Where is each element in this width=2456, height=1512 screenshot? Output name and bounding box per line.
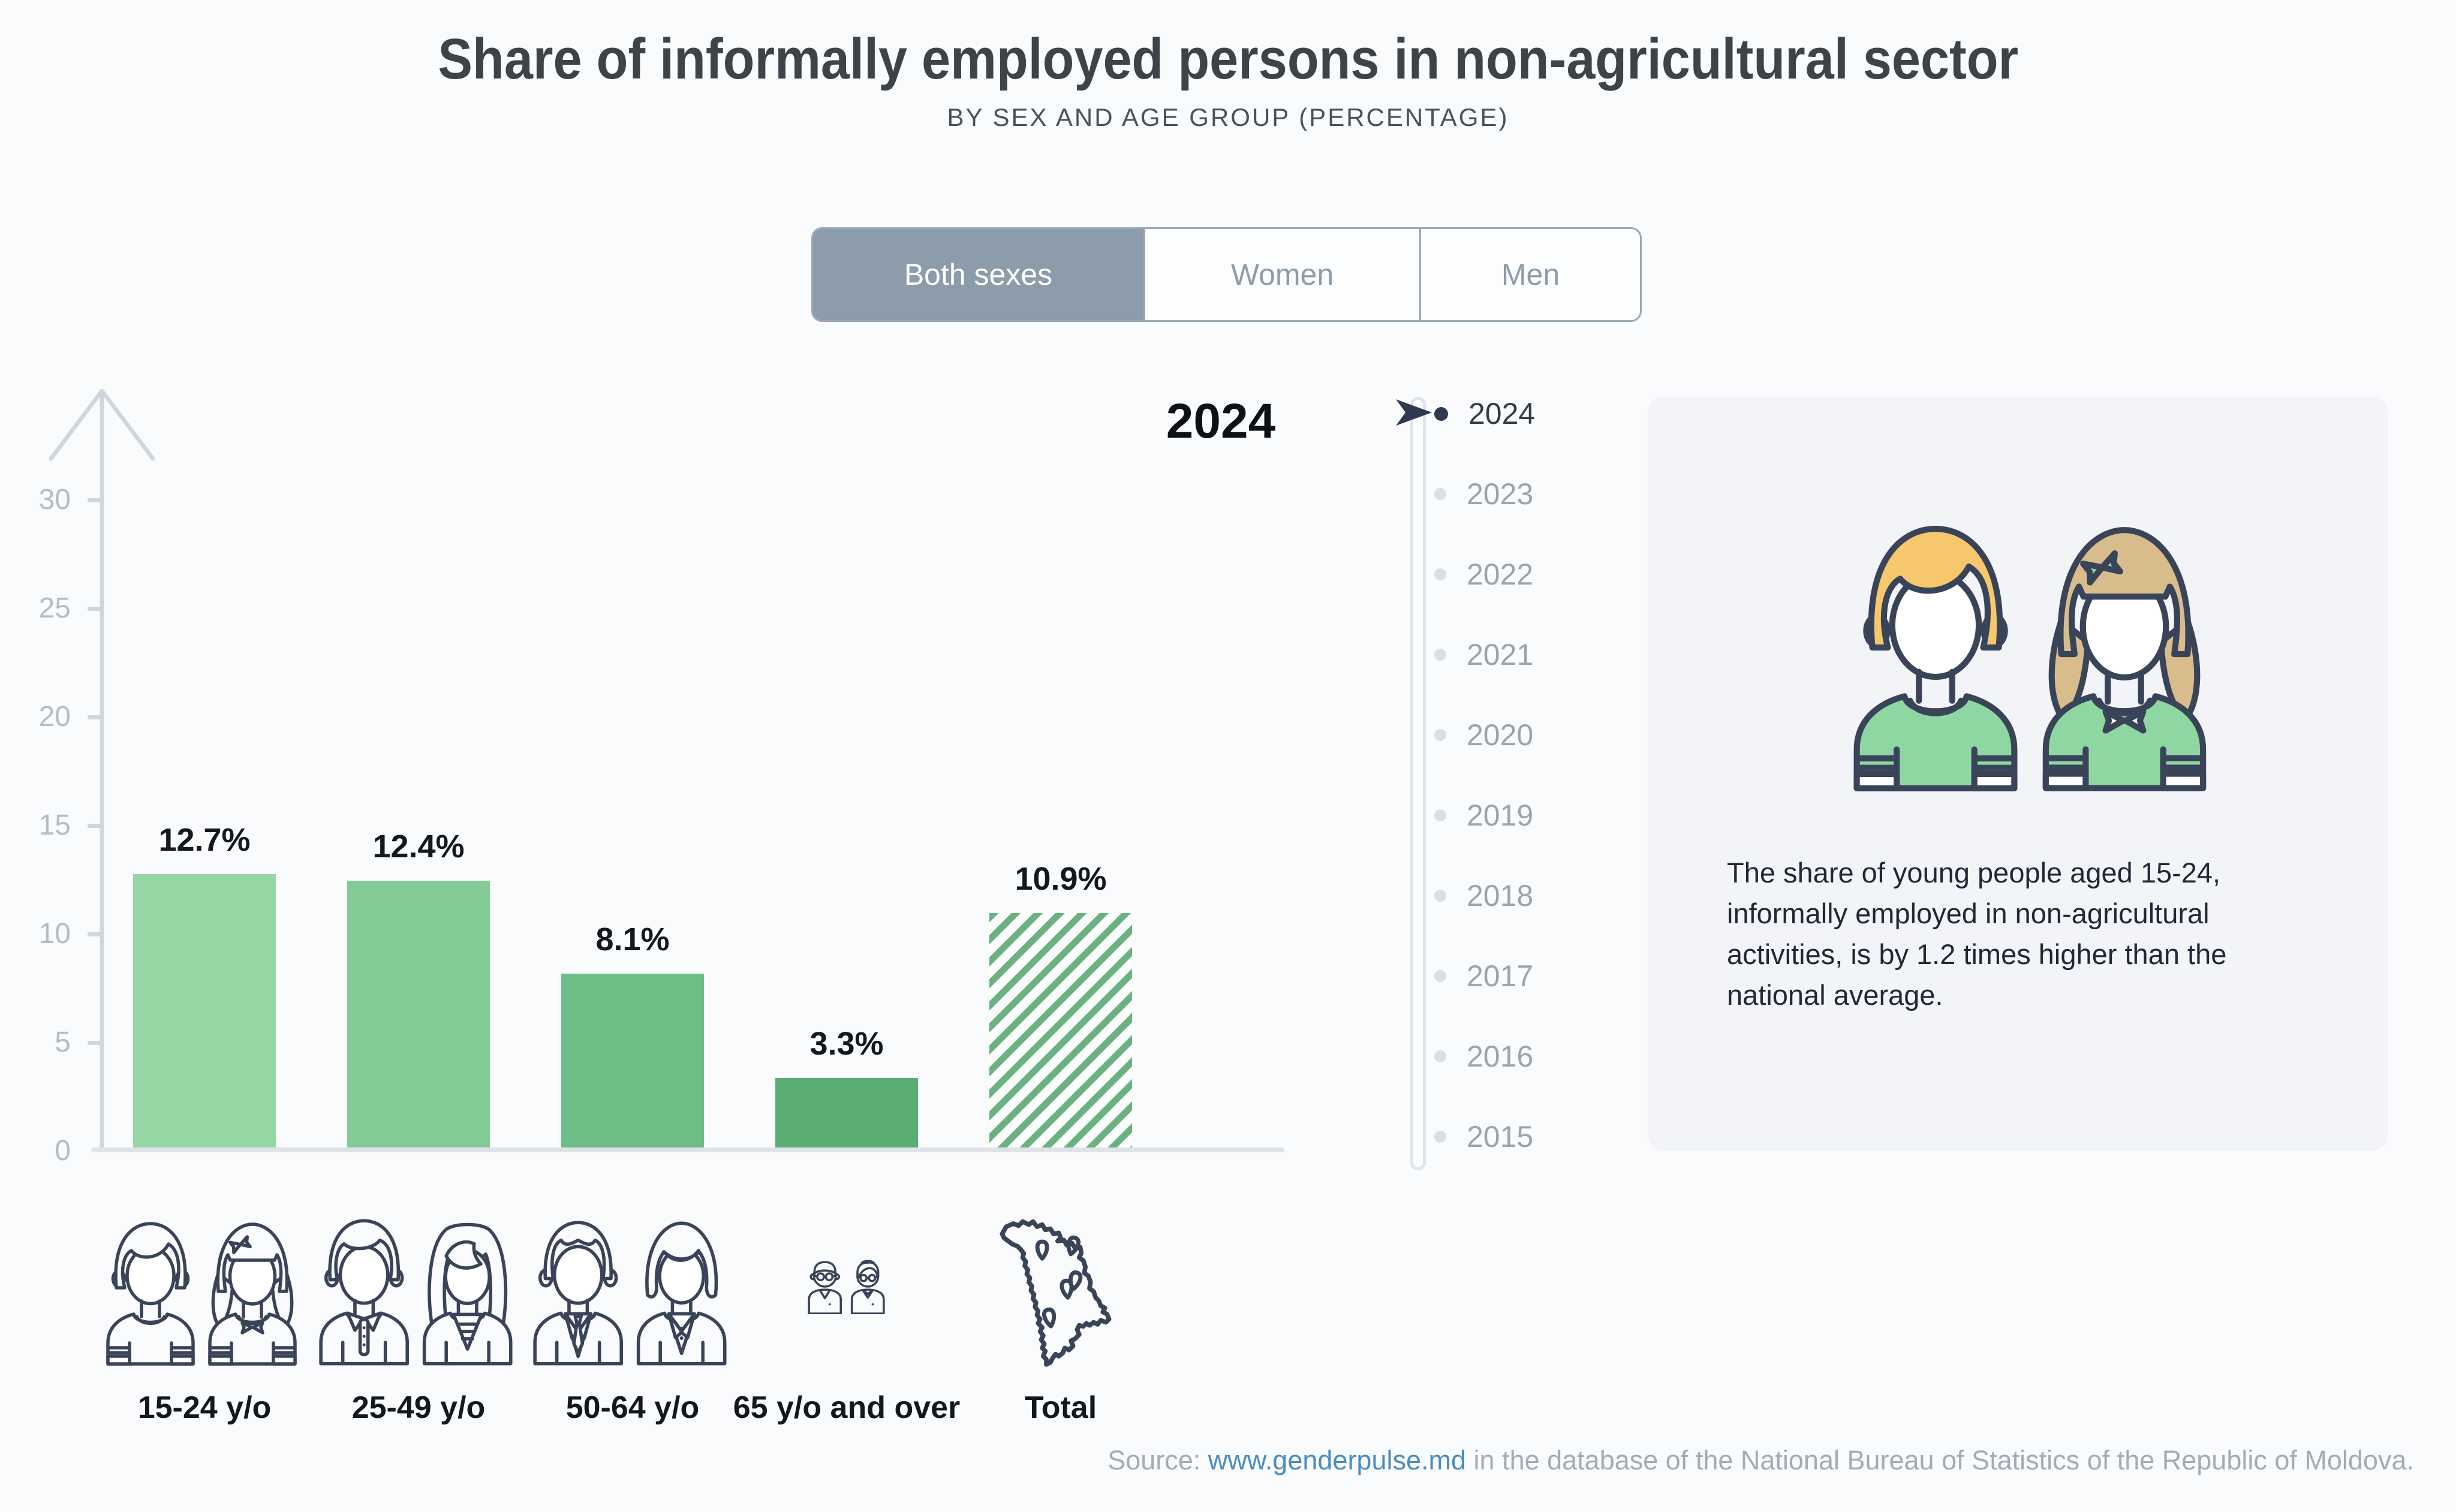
category-label-50-64: 50-64 y/o (565, 1390, 700, 1425)
timeline-year-2018[interactable]: 2018 (1434, 875, 1533, 916)
timeline-year-2021[interactable]: 2021 (1434, 634, 1533, 675)
tab-both-sexes[interactable]: Both sexes (813, 229, 1143, 320)
source-link[interactable]: www.genderpulse.md (1208, 1445, 1467, 1475)
y-tick-15: 15 (38, 809, 71, 841)
timeline-year-2016[interactable]: 2016 (1434, 1036, 1533, 1077)
timeline-dot (1434, 568, 1446, 580)
y-tickmark (88, 498, 102, 502)
bar-value-label: 8.1% (595, 921, 670, 957)
timeline-year-2023[interactable]: 2023 (1434, 474, 1533, 514)
elderly-couple-icon (808, 1260, 885, 1314)
x-axis-baseline (91, 1147, 1284, 1152)
source-line: Source: www.genderpulse.md in the databa… (1107, 1445, 2414, 1476)
tab-men[interactable]: Men (1419, 229, 1640, 320)
timeline-dot (1434, 809, 1446, 821)
y-tickmark (88, 824, 102, 828)
y-tick-30: 30 (38, 484, 71, 516)
timeline-pointer-icon (1396, 399, 1432, 426)
boy-illustration-icon (1847, 514, 2024, 792)
y-tick-25: 25 (38, 592, 71, 624)
y-axis-arrow-icon (49, 388, 155, 1152)
timeline-dot (1434, 729, 1446, 741)
timeline-track[interactable] (1410, 397, 1426, 1170)
timeline-year-2020[interactable]: 2020 (1434, 715, 1533, 755)
category-label-25-49: 25-49 y/o (351, 1390, 486, 1425)
timeline-dot (1434, 970, 1446, 982)
category-label-15-24: 15-24 y/o (137, 1390, 272, 1425)
bar-group-total: 10.9% (941, 860, 1181, 1150)
bar-value-label: 10.9% (1015, 861, 1107, 897)
adult-couple-icon (315, 1213, 522, 1366)
senior-couple-icon (529, 1213, 736, 1366)
timeline-dot (1434, 890, 1446, 902)
y-tick-5: 5 (55, 1026, 71, 1058)
sex-toggle: Both sexes Women Men (811, 227, 1642, 322)
teen-couple-icon (103, 1216, 306, 1366)
highlight-infobox (1648, 397, 2388, 1151)
category-label-65-over: 65 y/o and over (733, 1390, 961, 1425)
bar-value-label: 3.3% (809, 1026, 884, 1062)
current-year-label: 2024 (1166, 394, 1276, 448)
timeline-year-2015[interactable]: 2015 (1434, 1116, 1533, 1157)
bar-total[interactable] (989, 913, 1132, 1150)
y-tickmark (88, 932, 102, 936)
age-group-icon-total (929, 1194, 1193, 1372)
y-tickmark (88, 1041, 102, 1045)
bar-group-15-24: 12.7% (85, 821, 324, 1150)
bar-15-24[interactable] (133, 874, 276, 1150)
timeline-dot (1434, 1131, 1446, 1143)
girl-illustration-icon (2030, 514, 2219, 792)
bar-group-65-over: 3.3% (727, 1025, 967, 1150)
bar-group-25-49: 12.4% (299, 828, 538, 1150)
bar-value-label: 12.4% (372, 829, 465, 865)
source-prefix: Source: (1107, 1445, 1208, 1475)
y-tickmark (88, 607, 102, 611)
timeline-dot (1434, 406, 1448, 421)
young-people-illustration (1847, 514, 2219, 792)
page-subtitle: BY SEX AND AGE GROUP (PERCENTAGE) (947, 103, 1509, 131)
timeline-dot (1434, 649, 1446, 661)
bar-value-label: 12.7% (158, 822, 251, 858)
y-tick-10: 10 (38, 918, 71, 950)
category-label-total: Total (1024, 1390, 1097, 1425)
moldova-map-icon (989, 1202, 1133, 1372)
infobox-text: The share of young people aged 15-24, in… (1727, 857, 2227, 1011)
timeline-year-2022[interactable]: 2022 (1434, 554, 1533, 595)
y-tick-0: 0 (55, 1135, 71, 1167)
timeline-year-2019[interactable]: 2019 (1434, 795, 1533, 836)
y-tickmark (88, 715, 102, 719)
y-tick-20: 20 (38, 701, 71, 733)
source-suffix: in the database of the National Bureau o… (1466, 1445, 2414, 1475)
bar-25-49[interactable] (347, 881, 490, 1150)
timeline-dot (1434, 1050, 1446, 1062)
bar-50-64[interactable] (561, 974, 704, 1150)
timeline-dot (1434, 488, 1446, 500)
tab-women[interactable]: Women (1143, 229, 1419, 320)
bar-65-over[interactable] (775, 1078, 918, 1150)
timeline-year-2024[interactable]: 2024 (1434, 393, 1535, 434)
bar-group-50-64: 8.1% (513, 921, 753, 1150)
page-title: Share of informally employed persons in … (438, 27, 2018, 91)
timeline-year-2017[interactable]: 2017 (1434, 956, 1533, 996)
